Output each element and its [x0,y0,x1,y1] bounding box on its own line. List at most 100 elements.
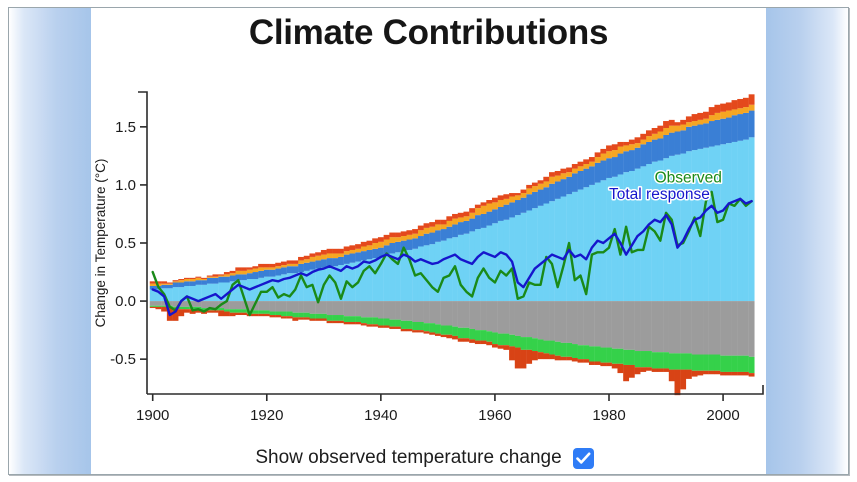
bar-segment [355,248,361,253]
bar-segment [434,230,441,242]
bar-segment [708,301,715,355]
bar-segment [600,301,607,348]
bar-segment [434,301,441,325]
bar-segment [417,301,424,322]
bar-segment [657,131,664,139]
bar-segment [406,320,413,329]
bar-segment [337,248,344,254]
bar-segment [503,204,510,220]
bar-segment [423,331,430,334]
bar-segment [651,139,658,162]
bar-segment [366,259,373,302]
bar-segment [543,353,550,360]
bar-segment [366,245,373,250]
bar-segment [400,320,407,329]
bar-segment [480,340,487,345]
bar-segment [343,246,350,252]
bar-segment [417,236,424,247]
bar-segment [161,301,168,306]
bar-segment [400,231,407,237]
bar-segment [292,266,299,274]
bar-segment [628,349,635,365]
bar-segment [235,267,242,271]
bar-segment [594,162,601,183]
bar-segment [423,245,430,302]
bar-segment [685,301,692,354]
bar-segment [703,301,709,355]
bar-segment [623,349,630,365]
bar-segment [520,197,527,213]
bar-segment [423,227,430,234]
bar-segment [446,220,453,227]
bar-segment [292,312,299,318]
bar-segment [731,115,738,142]
bar-segment [292,260,299,264]
show-observed-checkbox[interactable] [572,447,594,469]
bar-segment [537,189,544,206]
bar-segment [623,172,630,302]
x-tick-label: 1940 [364,407,397,424]
bar-segment [241,312,247,316]
bar-segment [703,123,709,148]
bar-segment [389,232,396,238]
bar-segment [252,310,259,314]
bar-segment [708,354,715,371]
bar-segment [663,158,669,302]
bar-segment [229,312,236,317]
x-axis-spine [147,385,764,395]
bar-segment [434,219,441,225]
bar-segment [429,232,436,245]
bar-segment [434,241,441,302]
bar-segment [155,306,162,310]
bar-segment [229,309,236,313]
bar-segment [560,196,567,302]
bar-segment [549,176,555,184]
bar-segment [617,153,624,175]
bar-segment [680,124,687,131]
bar-segment [748,94,755,105]
bar-segment [366,324,373,327]
bar-segment [697,119,704,125]
series-ozone [149,110,755,290]
bar-segment [588,346,595,362]
bar-segment [526,349,533,364]
bar-segment [400,301,407,321]
bar-segment [588,184,595,302]
bar-segment [708,370,715,375]
bar-segment [172,306,179,309]
bar-segment [412,330,419,333]
bar-segment [697,301,704,355]
bar-segment [395,326,401,329]
bar-segment [463,327,470,339]
bar-segment [634,137,641,144]
bar-segment [183,301,190,307]
bar-segment [514,347,521,369]
bar-segment [452,326,458,336]
bar-segment [457,217,464,223]
bar-segment [155,305,162,307]
bar-segment [680,369,687,390]
bar-segment [343,316,350,322]
bar-segment [566,356,573,361]
bar-segment [469,212,476,219]
bar-segment [663,352,669,369]
bar-segment [178,309,185,317]
bar-segment [531,301,538,339]
bar-segment [395,232,401,238]
bar-segment [463,211,470,217]
bar-segment [577,345,584,360]
bar-segment [691,370,698,377]
bar-segment [554,355,561,361]
bar-segment [491,301,498,333]
bar-segment [263,269,270,277]
bar-segment [383,318,390,326]
bar-segment [617,146,624,154]
bar-segment [611,150,618,158]
bar-segment [178,301,185,307]
bar-segment [155,301,162,306]
check-icon [575,452,591,464]
bar-segment [566,167,573,173]
line-observed [151,190,753,317]
bar-segment [628,139,635,145]
bar-segment [509,334,515,347]
